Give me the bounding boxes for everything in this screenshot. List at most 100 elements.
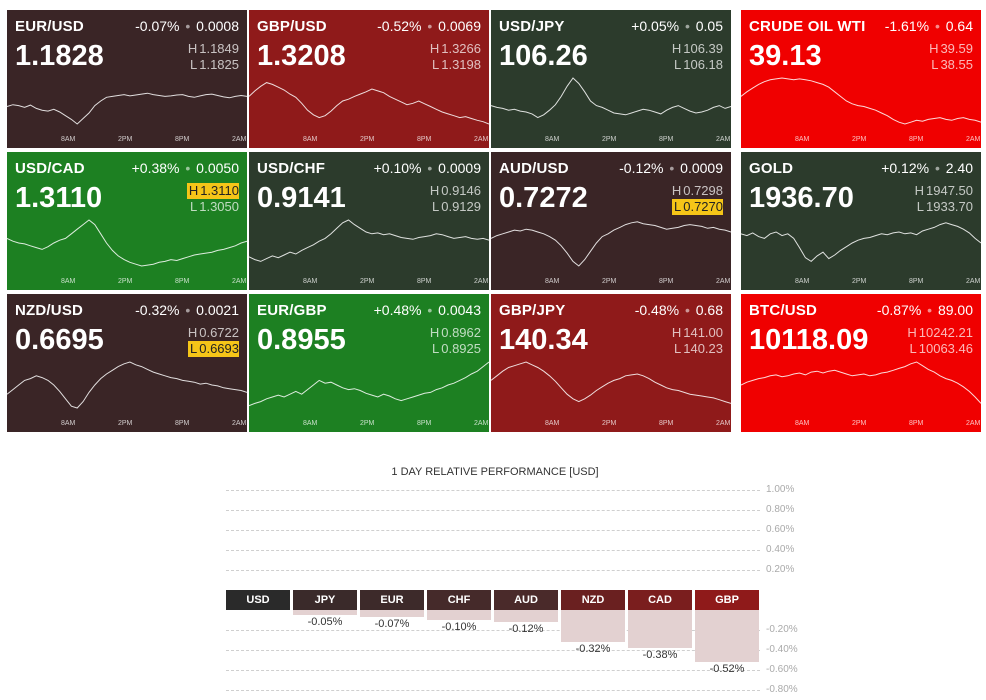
sparkline-chart [7, 219, 247, 267]
performance-value: -0.05% [307, 616, 343, 628]
change-percent: +0.38% [131, 160, 180, 176]
market-tile[interactable]: GBP/USD -0.52% • 0.0069 1.3208 H 1.3266 L 1.31… [249, 10, 489, 148]
time-tick-label: 2PM [602, 278, 617, 285]
time-tick-label: 8PM [175, 420, 190, 427]
market-tile[interactable]: EUR/USD -0.07% • 0.0008 1.1828 H 1.1849 L 1.18… [7, 10, 247, 148]
sparkline-chart [491, 361, 731, 404]
change-percent: +0.05% [631, 18, 680, 34]
separator-dot-icon: • [927, 302, 933, 318]
y-axis-label: 1.00% [766, 484, 795, 495]
low-value: L 0.8925 [432, 341, 481, 356]
high-value: H 0.7298 [671, 183, 723, 198]
time-tick-label: 2PM [118, 420, 133, 427]
time-tick-label: 2AM [232, 420, 247, 427]
market-tile[interactable]: AUD/USD -0.12% • 0.0009 0.7272 H 0.7298 L 0.72… [491, 152, 731, 290]
separator-dot-icon: • [185, 160, 191, 176]
change-readout: -0.87% • 89.00 [877, 302, 973, 318]
market-tile[interactable]: USD/CHF +0.10% • 0.0009 0.9141 H 0.9146 L 0.91… [249, 152, 489, 290]
market-tile[interactable]: GBP/JPY -0.48% • 0.68 140.34 H 141.00 L 140.23… [491, 294, 731, 432]
time-tick-label: 8PM [909, 136, 924, 143]
time-tick-label: 2PM [118, 136, 133, 143]
separator-dot-icon: • [934, 18, 940, 34]
time-tick-label: 2AM [474, 136, 489, 143]
low-value: L 1.1825 [190, 57, 239, 72]
change-percent: -0.12% [619, 160, 664, 176]
change-absolute: 0.0050 [196, 160, 239, 176]
y-axis-label: -0.60% [766, 664, 798, 675]
change-absolute: 0.05 [695, 18, 723, 34]
currency-header-usd[interactable]: USD [226, 590, 290, 610]
high-value: H 10242.21 [907, 325, 973, 340]
time-tick-label: 8PM [659, 420, 674, 427]
time-tick-label: 8AM [545, 278, 560, 285]
sparkline-path [491, 77, 731, 119]
change-readout: -0.12% • 0.0009 [619, 160, 723, 176]
change-percent: -1.61% [884, 18, 930, 34]
time-tick-label: 8PM [417, 420, 432, 427]
change-readout: -0.32% • 0.0021 [135, 302, 239, 318]
sparkline-path [741, 361, 981, 404]
change-percent: +0.10% [373, 160, 422, 176]
currency-header-gbp[interactable]: GBP [695, 590, 759, 610]
price-value: 0.6695 [15, 324, 104, 356]
price-value: 140.34 [499, 324, 588, 356]
y-axis-label: 0.60% [766, 524, 795, 535]
change-percent: -0.87% [876, 302, 922, 318]
currency-header-aud[interactable]: AUD [494, 590, 558, 610]
time-tick-label: 8PM [417, 278, 432, 285]
time-tick-label: 2AM [232, 278, 247, 285]
high-value: H 0.8962 [429, 325, 481, 340]
currency-header-jpy[interactable]: JPY [293, 590, 357, 610]
sparkline-path [249, 219, 489, 262]
currency-header-nzd[interactable]: NZD [561, 590, 625, 610]
performance-bar [628, 610, 692, 648]
grid-line [226, 650, 760, 651]
market-tile[interactable]: BTC/USD -0.87% • 89.00 10118.09 H 10242.21 L 1… [741, 294, 981, 432]
separator-dot-icon: • [669, 160, 675, 176]
time-tick-label: 2AM [232, 136, 247, 143]
change-absolute: 0.64 [945, 18, 973, 34]
time-tick-label: 8AM [61, 420, 76, 427]
change-percent: +0.12% [881, 160, 930, 176]
market-tile[interactable]: USD/JPY +0.05% • 0.05 106.26 H 106.39 L 106.18… [491, 10, 731, 148]
currency-header-eur[interactable]: EUR [360, 590, 424, 610]
market-tile[interactable]: NZD/USD -0.32% • 0.0021 0.6695 H 0.6722 L 0.66… [7, 294, 247, 432]
currency-header-cad[interactable]: CAD [628, 590, 692, 610]
time-tick-label: 8AM [795, 136, 810, 143]
symbol-label: CRUDE OIL WTI [749, 18, 866, 35]
grid-line [226, 530, 760, 531]
performance-value: -0.52% [709, 663, 745, 675]
price-value: 106.26 [499, 40, 588, 72]
y-axis-label: 0.20% [766, 564, 795, 575]
change-readout: +0.48% • 0.0043 [374, 302, 481, 318]
symbol-label: USD/CHF [257, 160, 326, 177]
currency-header-chf[interactable]: CHF [427, 590, 491, 610]
symbol-label: EUR/USD [15, 18, 84, 35]
grid-line [226, 630, 760, 631]
market-tile[interactable]: USD/CAD +0.38% • 0.0050 1.3110 H 1.3110 L 1.30… [7, 152, 247, 290]
performance-value: -0.10% [441, 621, 477, 633]
grid-line [226, 670, 760, 671]
time-tick-label: 2AM [966, 278, 981, 285]
sparkline-chart [491, 77, 731, 119]
performance-title: 1 DAY RELATIVE PERFORMANCE [USD] [391, 466, 599, 478]
time-tick-label: 2AM [966, 136, 981, 143]
time-tick-label: 8AM [303, 136, 318, 143]
sparkline-path [491, 221, 731, 267]
time-tick-label: 8PM [659, 278, 674, 285]
market-tile[interactable]: CRUDE OIL WTI -1.61% • 0.64 39.13 H 39.59 L 38… [741, 10, 981, 148]
separator-dot-icon: • [427, 160, 433, 176]
symbol-label: GBP/JPY [499, 302, 566, 319]
time-tick-label: 2PM [602, 136, 617, 143]
market-tile[interactable]: GOLD +0.12% • 2.40 1936.70 H 1947.50 L 1933.70… [741, 152, 981, 290]
time-tick-label: 2PM [852, 278, 867, 285]
low-value: L 140.23 [674, 341, 723, 356]
y-axis-label: -0.20% [766, 624, 798, 635]
change-absolute: 2.40 [945, 160, 973, 176]
market-tile[interactable]: EUR/GBP +0.48% • 0.0043 0.8955 H 0.8962 L 0.89… [249, 294, 489, 432]
performance-value: -0.12% [508, 623, 544, 635]
price-value: 1.1828 [15, 40, 104, 72]
time-tick-label: 8AM [545, 420, 560, 427]
performance-bar [360, 610, 424, 617]
time-tick-label: 8AM [303, 420, 318, 427]
